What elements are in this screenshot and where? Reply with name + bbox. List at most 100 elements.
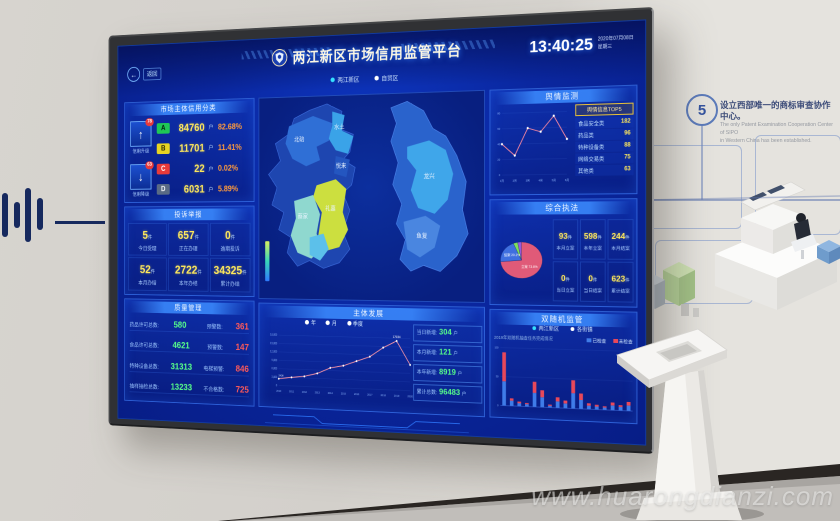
stat-label: 正在办理	[178, 246, 198, 253]
svg-text:1月: 1月	[500, 179, 504, 183]
legend-quarter[interactable]: 季度	[346, 319, 363, 328]
legend-dot-icon	[305, 320, 310, 325]
bar-segment-checked	[594, 406, 599, 410]
stat-label: 累计结案	[611, 289, 630, 295]
sentiment-list: 舆情信息TOP5 食品安全类 182 药品类 96 特种设备类 88 网络交易类 75 其他类 6…	[575, 102, 634, 191]
clock-date: 2020年07月08日	[597, 34, 634, 43]
dev-stat-unit: 户	[453, 351, 458, 357]
quality-row: 抽样抽检总数: 13233 不合格数: 725	[129, 380, 249, 398]
svg-text:9,000: 9,000	[271, 358, 277, 362]
dev-stat-unit: 户	[457, 371, 463, 378]
credit-downgrade-tile[interactable]: 63 ↓ 信用降级	[128, 161, 154, 200]
sentiment-item-value: 75	[624, 153, 631, 160]
bar-segment-checked	[517, 403, 522, 407]
wall-waveform-bar	[37, 198, 43, 230]
dev-stat-unit: 户	[453, 331, 458, 337]
svg-text:17034: 17034	[393, 335, 401, 339]
sentiment-item[interactable]: 特种设备类 88	[575, 140, 634, 153]
sentiment-item-value: 63	[624, 165, 631, 172]
complaint-stat-cell: 657件 正在办理	[168, 222, 209, 257]
sentiment-item[interactable]: 其他类 63	[575, 164, 634, 177]
svg-text:6,000: 6,000	[271, 366, 277, 370]
grade-percent: 82.68%	[217, 121, 243, 132]
map-landmass-west[interactable]	[269, 103, 356, 269]
svg-text:5月: 5月	[552, 178, 557, 182]
panel-title: 市场主体信用分类	[129, 100, 249, 117]
wall-waveform-bar	[25, 188, 31, 242]
wall-step-number: 5	[686, 94, 718, 126]
sentiment-item[interactable]: 网络交易类 75	[575, 152, 634, 165]
bar-segment-checked	[540, 397, 545, 408]
stat-unit: 件	[597, 235, 602, 241]
wall-caption-en-line2: in Western China has been established.	[720, 137, 812, 144]
sentiment-item-value: 182	[620, 118, 631, 125]
svg-text:3月: 3月	[526, 178, 530, 182]
dev-stat-chip: 累计总数: 96483 户	[413, 383, 483, 404]
complaint-stat-cell: 0件 逾期投诉	[209, 222, 251, 257]
stat-value-line: 2722件	[175, 262, 202, 278]
sentiment-item-value: 96	[624, 130, 631, 137]
legend-month[interactable]: 月	[325, 319, 337, 327]
quality-warn-label: 预警数:	[207, 344, 224, 352]
complaint-stats-grid: 5件 今日受理 657件 正在办理 0件 逾期投诉 52件 本月办结 2722件 本年办结 3432…	[128, 222, 251, 293]
legend-year[interactable]: 年	[305, 318, 316, 327]
screen-bezel: ← 返回 两江新区市场信用监管平台 两江新区 自贸区	[108, 7, 655, 454]
enforcement-stat-cell: 0件 当日立案	[552, 261, 579, 302]
grade-chip: B	[156, 143, 170, 154]
led-screen: ← 返回 两江新区市场信用监管平台 两江新区 自贸区	[108, 7, 655, 454]
stat-label: 当日立案	[556, 288, 575, 295]
svg-text:2019: 2019	[394, 394, 400, 398]
map-landmass-east[interactable]	[391, 99, 468, 271]
toggle-streets[interactable]: 各街镇	[570, 325, 593, 333]
svg-text:2011: 2011	[289, 389, 294, 393]
dashboard-footer-decor	[265, 413, 469, 434]
map-district[interactable]	[403, 215, 441, 258]
growth-line-chart: 0 3,000 6,000 9,000 12,000 15,000 18,000 2010 20…	[270, 333, 413, 399]
quality-value: 4621	[172, 341, 190, 352]
random-note: 2019年双随机抽查任务完成情况	[493, 334, 553, 342]
svg-text:2012: 2012	[302, 390, 307, 394]
sentiment-item-label: 网络交易类	[578, 156, 605, 163]
legend-label: 已检查	[592, 339, 607, 345]
svg-text:80: 80	[497, 111, 500, 115]
bar-segment-unchecked	[540, 390, 545, 398]
svg-text:2018: 2018	[381, 393, 387, 397]
subtab-ftz[interactable]: 自贸区	[374, 72, 399, 83]
dev-stat-chip: 本年新增: 8919 户	[413, 364, 483, 384]
sentiment-item[interactable]: 药品类 96	[575, 128, 634, 141]
complaints-panel: 投诉举报 5件 今日受理 657件 正在办理 0件 逾期投诉 52件 本月办结 2722件 本年办…	[124, 205, 255, 298]
quality-value: 580	[173, 320, 187, 331]
quality-row: 食品许可总数: 4621 预警数: 147	[129, 339, 249, 356]
map-district-label: 鱼复	[416, 231, 427, 239]
legend-label: 年	[311, 321, 317, 327]
credit-arrows: 78 ↑ 信用升级 63 ↓ 信用降级	[128, 118, 154, 200]
subtab-label: 自贸区	[381, 74, 399, 83]
svg-text:2017: 2017	[367, 393, 373, 397]
enforcement-pie-chart: 立案 73.6% 结案 20.2%	[492, 221, 551, 303]
svg-text:100: 100	[495, 346, 500, 349]
kiosk-stand[interactable]	[608, 318, 768, 521]
svg-text:18,000: 18,000	[270, 333, 277, 337]
credit-grade-row: A 84760 户 82.68%	[156, 119, 251, 134]
toggle-liangjiang[interactable]: 两江新区	[532, 324, 559, 333]
district-map[interactable]: 北碚 水土 悦来 蔡家 礼嘉 龙兴 鱼复	[258, 89, 485, 304]
map-district-label: 水土	[334, 123, 345, 131]
svg-text:60: 60	[497, 127, 500, 131]
grade-unit: 户	[208, 166, 214, 173]
stat-label: 本月办结	[138, 281, 157, 287]
map-district[interactable]	[407, 139, 454, 214]
bar-legend-item: 已检查	[586, 337, 607, 345]
toggle-dot-icon	[570, 326, 575, 331]
subtab-liangjiang[interactable]: 两江新区	[330, 74, 359, 84]
platform-emblem-icon	[271, 48, 287, 67]
credit-upgrade-tile[interactable]: 78 ↑ 信用升级	[128, 118, 154, 158]
clock-weekday: 星期三	[597, 43, 613, 50]
map-district-highlighted[interactable]	[313, 179, 349, 252]
inspection-bar-chart: 0 50 100	[495, 346, 634, 420]
grade-count: 11701	[179, 141, 205, 155]
quality-label: 特种设备总数:	[129, 362, 159, 371]
sentiment-item[interactable]: 食品安全类 182	[575, 116, 634, 129]
dev-stat-chip: 本月新增: 121 户	[413, 344, 483, 364]
grade-unit: 户	[208, 146, 214, 152]
